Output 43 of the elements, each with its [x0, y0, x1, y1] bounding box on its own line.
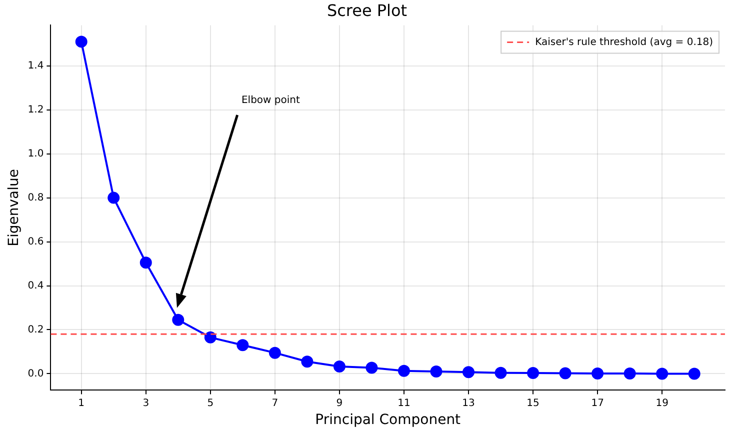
point [108, 192, 120, 204]
x-tick-label: 13 [462, 398, 475, 409]
point [430, 366, 442, 378]
x-tick-label: 1 [78, 398, 85, 409]
point [75, 36, 88, 48]
point [462, 366, 475, 378]
y-tick-label: 0.6 [28, 236, 44, 248]
point [366, 362, 378, 374]
point [527, 367, 540, 380]
x-tick-label: 15 [526, 398, 540, 409]
y-tick-label: 1.2 [28, 104, 44, 116]
y-tick-label: 0.0 [28, 368, 44, 380]
point [204, 331, 216, 344]
y-tick-label: 1.0 [28, 148, 44, 160]
point [559, 367, 572, 380]
x-tick-label: 19 [656, 398, 668, 409]
y-tick-label: 1.4 [28, 60, 44, 72]
x-tick-label: 9 [336, 398, 343, 409]
point [236, 339, 249, 352]
y-tick-label: 0.8 [28, 192, 44, 204]
y-tick-label: 0.4 [28, 280, 44, 292]
point [301, 356, 314, 368]
point [140, 256, 152, 269]
y-tick-label: 0.2 [28, 324, 44, 336]
point [172, 314, 184, 326]
point [268, 346, 281, 359]
x-tick-label: 11 [398, 398, 410, 409]
x-tick-label: 5 [207, 398, 214, 409]
annotation: Elbow point [241, 94, 300, 106]
x-tick-label: 3 [142, 398, 150, 409]
point [494, 366, 507, 379]
point [592, 367, 604, 380]
legend-label: Kaiser's rule threshold (avg = 0.18) [535, 36, 714, 48]
x-tick-label: 17 [591, 398, 604, 409]
point [624, 367, 636, 380]
point [333, 360, 346, 372]
point [398, 364, 410, 377]
x-tick-label: 7 [272, 398, 278, 409]
chart-title: Scree Plot [326, 0, 408, 20]
y-axis-title: Eigenvalue [6, 169, 22, 246]
point [656, 368, 668, 380]
x-axis-title: Principal Component [315, 412, 462, 428]
point [688, 368, 700, 380]
